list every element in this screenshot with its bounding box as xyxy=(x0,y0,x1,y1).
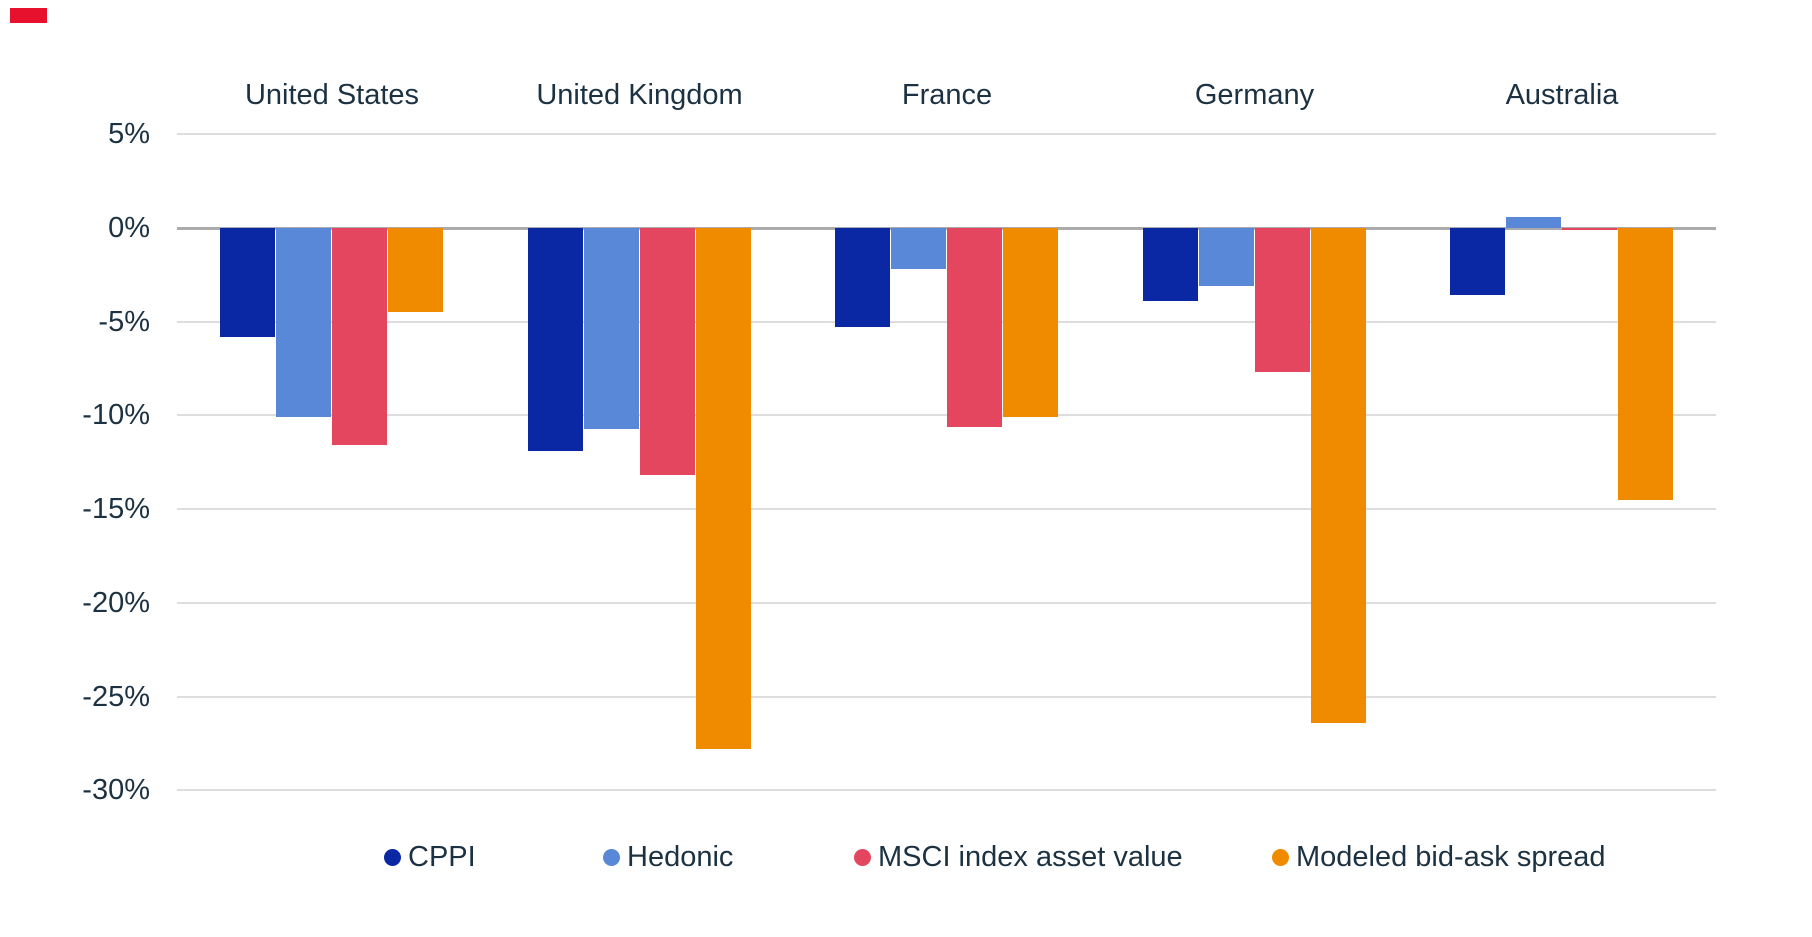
category-label-germany: Germany xyxy=(1194,79,1315,111)
bar-united-states-modeled-bid-ask-spread xyxy=(388,228,443,313)
bar-france-modeled-bid-ask-spread xyxy=(1003,228,1058,418)
category-label-united-states: United States xyxy=(244,79,420,111)
legend-label-hedonic: Hedonic xyxy=(627,841,734,873)
red-corner-mark xyxy=(10,8,47,23)
y-axis-tick-label: -15% xyxy=(82,493,150,526)
bar-australia-modeled-bid-ask-spread xyxy=(1618,228,1673,500)
y-axis-tick-label: 5% xyxy=(108,118,150,151)
gridline--25% xyxy=(177,695,1716,698)
gridline--30% xyxy=(177,789,1716,792)
legend-swatch-cppi xyxy=(383,848,401,866)
bar-france-cppi xyxy=(835,228,890,328)
y-axis-tick-label: -10% xyxy=(82,399,150,432)
bar-germany-modeled-bid-ask-spread xyxy=(1310,228,1366,723)
gridline-5% xyxy=(177,133,1716,136)
bar-united-kingdom-cppi xyxy=(527,228,583,451)
y-axis-tick-label: -25% xyxy=(82,680,150,713)
bar-germany-cppi xyxy=(1142,228,1198,302)
bar-australia-msci-index-asset-value xyxy=(1562,228,1617,230)
category-label-australia: Australia xyxy=(1505,79,1619,111)
bar-united-states-hedonic xyxy=(276,228,331,418)
gridline--15% xyxy=(177,508,1716,511)
legend-label-msci-index-asset-value: MSCI index asset value xyxy=(878,841,1183,873)
legend-swatch-modeled-bid-ask-spread xyxy=(1271,848,1289,866)
legend-label-cppi: CPPI xyxy=(408,841,476,873)
bar-united-states-msci-index-asset-value xyxy=(332,228,387,446)
bar-france-hedonic xyxy=(891,228,946,270)
gridline--5% xyxy=(177,320,1716,323)
y-axis-tick-label: -20% xyxy=(82,586,150,619)
y-axis-tick-label: 0% xyxy=(108,212,150,244)
y-axis-tick-label: -30% xyxy=(82,774,150,807)
zero-axis-line xyxy=(177,226,1716,230)
bar-germany-hedonic xyxy=(1198,228,1254,287)
legend-swatch-msci-index-asset-value xyxy=(853,848,871,866)
y-axis-tick-label: -5% xyxy=(98,305,150,338)
legend-swatch-hedonic xyxy=(602,848,620,866)
bar-australia-hedonic xyxy=(1506,216,1561,228)
gridline--10% xyxy=(177,414,1716,417)
gridline--20% xyxy=(177,601,1716,604)
category-label-france: France xyxy=(901,79,993,111)
bar-united-states-cppi xyxy=(220,228,275,337)
bar-united-kingdom-modeled-bid-ask-spread xyxy=(695,228,751,749)
bar-united-kingdom-msci-index-asset-value xyxy=(639,228,695,476)
legend-label-modeled-bid-ask-spread: Modeled bid-ask spread xyxy=(1296,841,1606,873)
category-label-united-kingdom: United Kingdom xyxy=(536,79,743,111)
bar-australia-cppi xyxy=(1450,228,1505,296)
bar-germany-msci-index-asset-value xyxy=(1254,228,1310,373)
bar-united-kingdom-hedonic xyxy=(583,228,639,429)
bar-france-msci-index-asset-value xyxy=(947,228,1002,427)
